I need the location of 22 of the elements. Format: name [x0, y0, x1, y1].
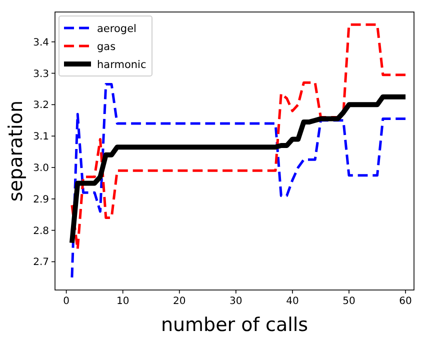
x-tick-label: 50 — [342, 296, 356, 307]
y-tick-label: 3.4 — [33, 37, 49, 48]
x-tick-label: 0 — [63, 296, 70, 307]
legend-label: harmonic — [97, 59, 146, 71]
y-tick-label: 3.0 — [33, 162, 49, 174]
line-series — [70, 23, 407, 250]
x-axis-title: number of calls — [160, 314, 308, 336]
y-tick-label: 2.8 — [33, 226, 49, 237]
x-tick-label: 20 — [173, 296, 186, 307]
y-tick-label: 2.7 — [33, 257, 49, 268]
x-tick-label: 30 — [230, 296, 242, 307]
legend-label: aerogel — [97, 23, 136, 35]
line-series — [70, 83, 407, 279]
y-tick-label: 2.9 — [33, 194, 49, 206]
x-tick-label: 60 — [399, 296, 412, 307]
y-tick-label: 3.3 — [33, 68, 49, 80]
legend-label: gas — [97, 41, 116, 53]
y-tick-label: 3.1 — [33, 132, 49, 143]
y-tick-label: 3.2 — [33, 100, 49, 112]
y-axis-title: separation — [5, 100, 27, 202]
x-tick-label: 40 — [286, 296, 299, 307]
x-tick-label: 10 — [116, 296, 130, 307]
